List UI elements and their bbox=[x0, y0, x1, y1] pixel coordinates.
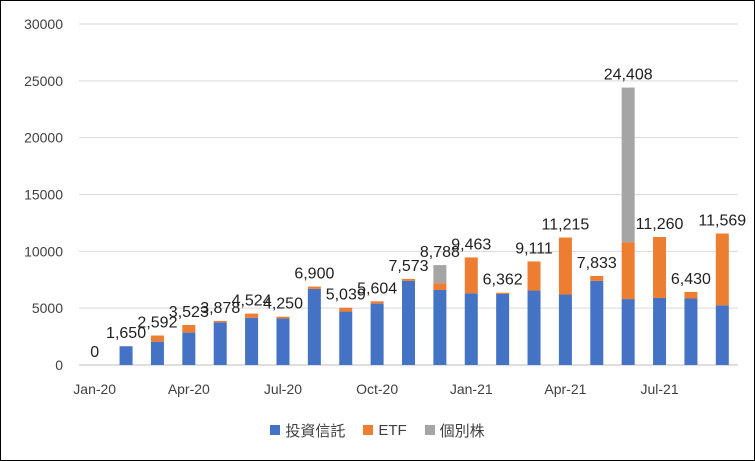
bar-etf bbox=[684, 291, 698, 299]
legend-item-etf: ETF bbox=[363, 421, 407, 439]
x-tick-label: Oct-20 bbox=[356, 381, 398, 397]
data-label: 9,111 bbox=[515, 240, 553, 257]
bar-investment-trust bbox=[339, 311, 353, 365]
bar-investment-trust bbox=[150, 341, 164, 365]
bar-individual-stocks bbox=[621, 87, 635, 243]
legend-item-investment-trust: 投資信託 bbox=[270, 420, 345, 441]
x-tick-label: Jan-20 bbox=[73, 381, 116, 397]
bar-investment-trust bbox=[433, 289, 447, 365]
data-label: 8,788 bbox=[420, 244, 460, 261]
x-tick-label: Jul-20 bbox=[264, 381, 302, 397]
x-tick-label: Apr-21 bbox=[544, 381, 586, 397]
bar-etf bbox=[402, 278, 415, 281]
bar-investment-trust bbox=[684, 298, 698, 365]
bar-investment-trust bbox=[307, 288, 321, 365]
legend-label-investment-trust: 投資信託 bbox=[285, 422, 346, 440]
bar-etf bbox=[558, 237, 572, 295]
data-label: 9,463 bbox=[451, 236, 491, 253]
bar-etf bbox=[150, 335, 164, 342]
bar-investment-trust bbox=[496, 293, 510, 365]
y-tick-label: 5000 bbox=[32, 300, 63, 316]
bar-investment-trust bbox=[370, 303, 384, 365]
data-label: 1,650 bbox=[106, 325, 146, 342]
legend: 投資信託 ETF 個別株 bbox=[0, 419, 755, 441]
y-tick-label: 30000 bbox=[24, 16, 63, 32]
bar-etf bbox=[653, 237, 667, 298]
data-label: 3,523 bbox=[169, 304, 209, 321]
bar-investment-trust bbox=[464, 293, 478, 365]
bar-investment-trust bbox=[590, 280, 604, 365]
y-tick-label: 25000 bbox=[24, 73, 63, 89]
data-label: 11,260 bbox=[636, 216, 684, 233]
bar-investment-trust bbox=[621, 299, 635, 365]
bar-investment-trust bbox=[182, 332, 196, 365]
data-label: 5,039 bbox=[326, 287, 366, 304]
bar-etf bbox=[621, 242, 635, 300]
bar-individual-stocks bbox=[433, 265, 447, 284]
y-tick-label: 20000 bbox=[24, 130, 63, 146]
bar-etf bbox=[433, 283, 447, 290]
legend-label-individual-stocks: 個別株 bbox=[439, 422, 485, 440]
bar-etf bbox=[213, 320, 227, 323]
data-label: 6,430 bbox=[671, 271, 711, 288]
data-label: 11,215 bbox=[542, 217, 590, 234]
bar-etf bbox=[496, 292, 510, 294]
bar-etf bbox=[339, 307, 353, 312]
data-label: 6,362 bbox=[483, 272, 523, 289]
data-label: 4,524 bbox=[232, 293, 272, 310]
legend-item-individual-stocks: 個別株 bbox=[424, 420, 485, 441]
bar-investment-trust bbox=[715, 305, 729, 365]
data-label: 5,604 bbox=[357, 280, 397, 297]
bar-investment-trust bbox=[119, 346, 133, 365]
data-label: 24,408 bbox=[604, 67, 653, 84]
data-label: 0 bbox=[90, 344, 99, 361]
legend-swatch-etf bbox=[363, 425, 374, 435]
y-tick-label: 10000 bbox=[24, 243, 63, 259]
y-tick-label: 15000 bbox=[24, 187, 63, 203]
bar-investment-trust bbox=[245, 317, 259, 365]
y-tick-label: 0 bbox=[55, 357, 63, 373]
legend-label-etf: ETF bbox=[378, 421, 407, 439]
bar-etf bbox=[370, 301, 384, 304]
bar-investment-trust bbox=[653, 297, 667, 365]
data-label: 4,250 bbox=[263, 296, 303, 313]
bar-etf bbox=[715, 233, 729, 306]
bar-investment-trust bbox=[213, 322, 227, 365]
bar-etf bbox=[276, 316, 290, 319]
bar-etf bbox=[245, 313, 259, 318]
legend-swatch-investment-trust bbox=[270, 425, 281, 435]
data-label: 2,592 bbox=[137, 315, 177, 332]
bar-investment-trust bbox=[558, 294, 572, 365]
data-label: 7,573 bbox=[388, 258, 428, 275]
bar-etf bbox=[527, 261, 541, 291]
x-tick-label: Jul-21 bbox=[640, 381, 678, 397]
legend-swatch-individual-stocks bbox=[424, 425, 435, 435]
bar-investment-trust bbox=[402, 280, 415, 365]
bar-etf bbox=[464, 257, 478, 294]
bar-etf bbox=[590, 275, 604, 281]
data-label: 3,878 bbox=[200, 300, 240, 317]
data-label: 7,833 bbox=[577, 255, 617, 272]
data-label: 6,900 bbox=[294, 266, 334, 283]
bar-investment-trust bbox=[276, 318, 290, 365]
bar-investment-trust bbox=[527, 290, 541, 365]
x-tick-label: Jan-21 bbox=[450, 381, 493, 397]
data-label: 11,569 bbox=[698, 212, 746, 229]
bar-etf bbox=[182, 324, 196, 333]
x-tick-label: Apr-20 bbox=[168, 381, 210, 397]
bar-etf bbox=[307, 286, 321, 289]
